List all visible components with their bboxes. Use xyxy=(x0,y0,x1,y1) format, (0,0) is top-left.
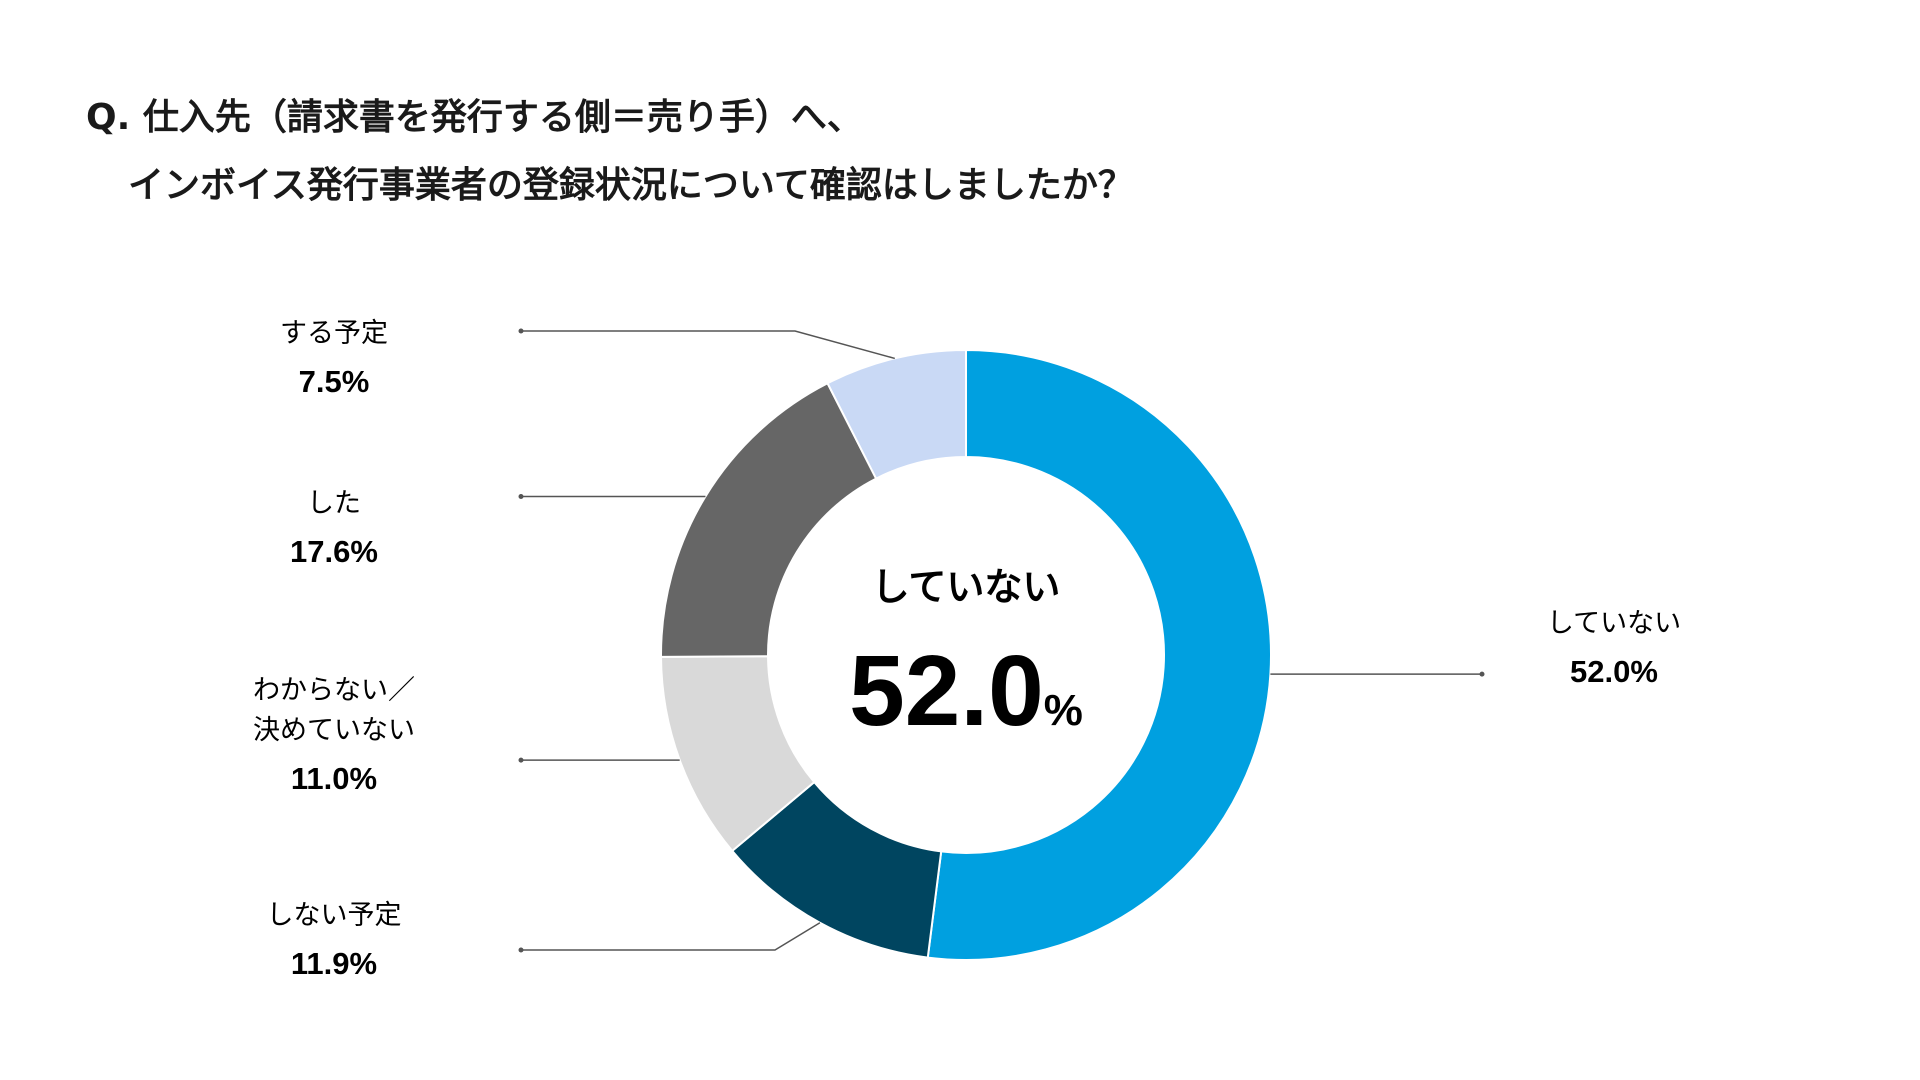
leader-dot-1 xyxy=(518,947,524,953)
slice-value-1: 11.9% xyxy=(291,946,377,981)
slice-label-1: しない予定 xyxy=(267,900,402,931)
leader-lines xyxy=(518,328,1485,953)
slice-value-4: 7.5% xyxy=(299,364,370,399)
slice-label-2-line-1: 決めていない xyxy=(253,715,415,746)
leader-dot-0 xyxy=(1479,671,1485,677)
leader-dot-4 xyxy=(518,328,524,334)
slice-value-3: 17.6% xyxy=(290,534,378,569)
center-label: していない xyxy=(872,565,1061,609)
donut-slice-4 xyxy=(826,348,967,480)
slice-label-0: していない xyxy=(1547,608,1681,639)
slice-value-2: 11.0% xyxy=(291,761,377,796)
slice-label-3: した xyxy=(307,488,361,519)
leader-dot-3 xyxy=(518,493,524,499)
chart-title-line-2: インボイス発行事業者の登録状況について確認はしましたか？ xyxy=(128,165,1134,206)
slice-label-4: する予定 xyxy=(280,318,388,349)
donut-center: していない 52.0% xyxy=(849,565,1083,747)
leader-line-1 xyxy=(521,922,821,951)
leader-dot-2 xyxy=(518,757,524,763)
donut-slice-3 xyxy=(660,381,878,658)
slice-label-2-line-0: わからない／ xyxy=(253,675,415,706)
donut-slice-0 xyxy=(926,348,1272,961)
chart-title-line-1: Q. 仕入先（請求書を発行する側＝売り手）へ、 xyxy=(86,97,863,138)
center-unit: % xyxy=(1044,686,1083,735)
leader-line-4 xyxy=(521,330,895,360)
center-value: 52.0 xyxy=(849,635,1044,747)
slice-value-0: 52.0% xyxy=(1570,654,1658,689)
donut-slices xyxy=(659,348,1272,961)
slice-labels: していない 52.0% しない予定 11.9% わからない／ 決めていない 11.0% した 1… xyxy=(253,318,1681,981)
center-value-group: 52.0% xyxy=(849,635,1083,747)
